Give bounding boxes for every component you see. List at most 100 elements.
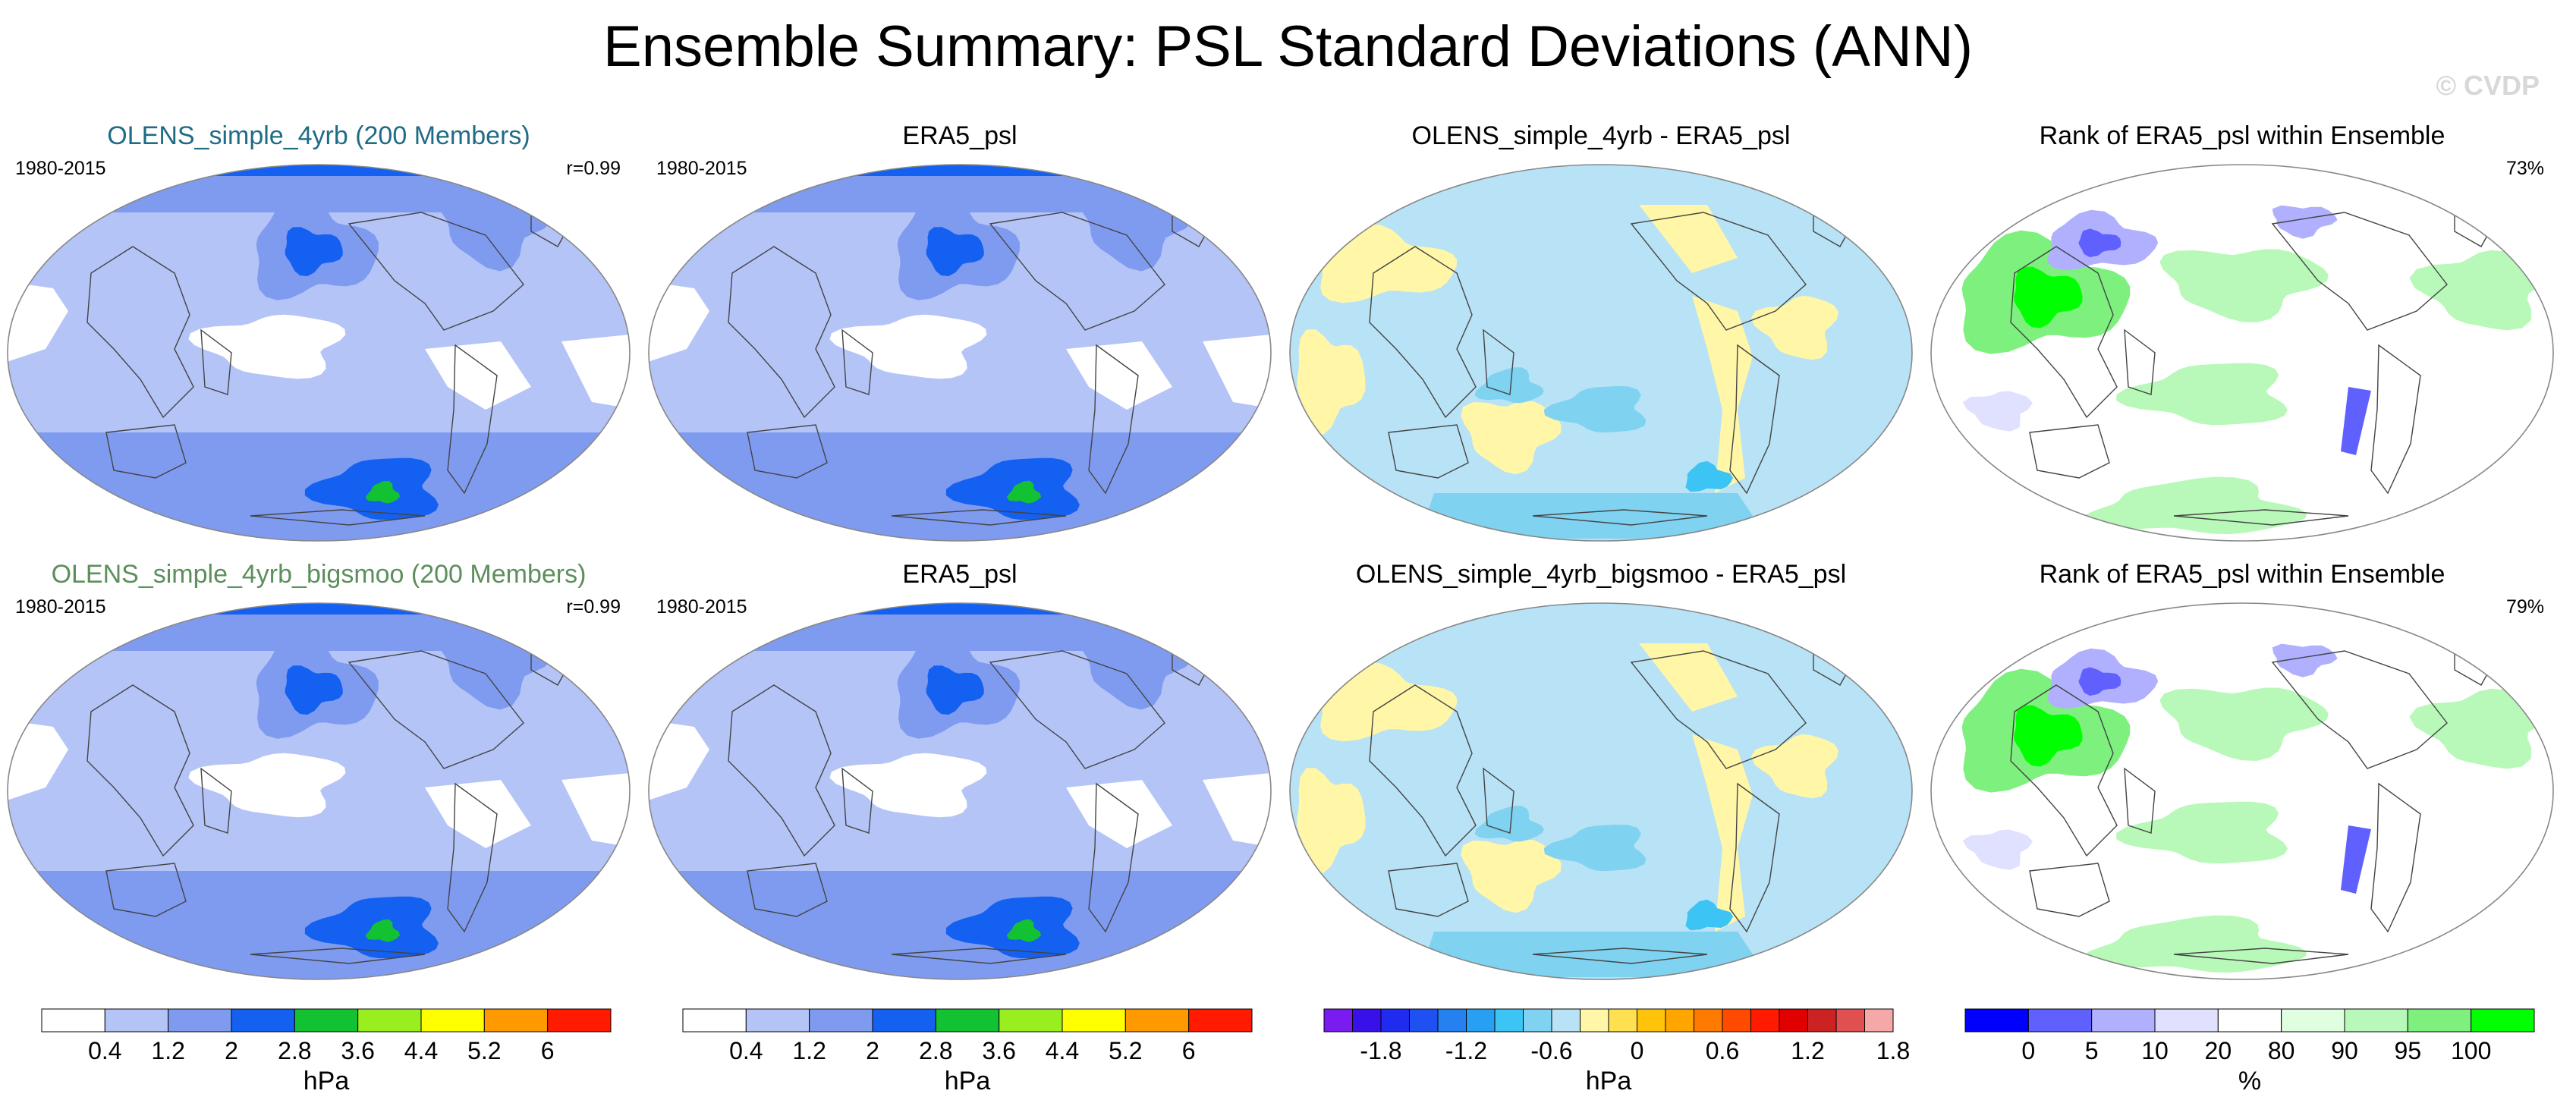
colorbar-svg: 0 5 10 20 80 90 95 100% [1964,1008,2535,1095]
colorbar-swatch [1551,1008,1581,1033]
colorbar-swatch [1188,1008,1253,1033]
colorbar-tick-label: 3.6 [982,1037,1015,1064]
colorbar-unit-label: hPa [945,1067,991,1095]
panel-title: ERA5_psl [902,121,1018,150]
colorbar-swatch [2471,1008,2535,1033]
colorbar-swatch [1062,1008,1126,1033]
colorbar-swatch [1523,1008,1552,1033]
colorbar-swatch [1779,1008,1808,1033]
colorbar-tick-label: 5.2 [467,1037,501,1064]
colorbar-tick-label: 95 [2395,1037,2422,1064]
colorbar-tick-label: 0.4 [88,1037,121,1064]
colorbar-swatch [1722,1008,1751,1033]
colorbar-swatch [41,1008,105,1033]
panel-title: ERA5_psl [902,560,1018,589]
panel-period: 1980-2015 [656,596,747,618]
panel-period: 1980-2015 [15,596,106,618]
colorbar-swatch [2344,1008,2408,1033]
colorbar-tick-label: 0.4 [729,1037,763,1064]
cvdp-watermark: © CVDP [2436,70,2540,101]
panel-title: OLENS_simple_4yrb - ERA5_psl [1411,121,1791,150]
map-panel-8: Rank of ERA5_psl within Ensemble 79% [1923,560,2561,989]
colorbar-swatch [420,1008,485,1033]
world-map [648,164,1272,542]
colorbar-tick-label: 6 [541,1037,555,1064]
colorbar-swatch [1637,1008,1666,1033]
colorbar-swatch [2091,1008,2156,1033]
colorbar-svg: 0.4 1.2 2 2.8 3.6 4.4 5.2 6 hPa [41,1008,612,1095]
colorbar-unit-label: hPa [1586,1067,1632,1095]
colorbar-svg: 0.4 1.2 2 2.8 3.6 4.4 5.2 6 hPa [682,1008,1253,1095]
colorbar-tick-label: 1.2 [1791,1037,1824,1064]
world-map [1289,602,1913,980]
colorbar-tick-label: 1.8 [1876,1037,1910,1064]
colorbar-swatch [2154,1008,2219,1033]
colorbar-swatch [1580,1008,1609,1033]
panel-correlation: r=0.99 [566,596,621,618]
colorbar-swatch [1608,1008,1637,1033]
colorbar-swatch [872,1008,936,1033]
panel-title: OLENS_simple_4yrb_bigsmoo (200 Members) [51,560,587,589]
map-field [1931,603,2553,979]
map-panel-4: Rank of ERA5_psl within Ensemble 73% [1923,121,2561,550]
map-panel-1: OLENS_simple_4yrb (200 Members) 1980-201… [0,121,637,550]
panel-rank-percent: 73% [2505,158,2544,179]
colorbar-swatch [357,1008,422,1033]
panel-correlation: r=0.99 [566,158,621,179]
world-map [1930,602,2554,980]
colorbar-swatch [231,1008,295,1033]
colorbar-3: -1.8 -1.2 -0.6 0 0.6 1.2 1.8 hPa [1323,1008,1910,1115]
panel-period: 1980-2015 [15,158,106,179]
map-field [1931,165,2553,541]
colorbar-swatch [168,1008,232,1033]
panel-title: Rank of ERA5_psl within Ensemble [2039,121,2445,150]
colorbar-swatch [1466,1008,1496,1033]
world-map [648,602,1272,980]
colorbar-swatch [1323,1008,1353,1033]
world-map [1930,164,2554,542]
colorbar-swatch [1380,1008,1410,1033]
colorbar-swatch [294,1008,359,1033]
colorbar-tick-label: 6 [1182,1037,1196,1064]
colorbar-swatch [999,1008,1063,1033]
panel-title: OLENS_simple_4yrb (200 Members) [107,121,530,150]
colorbar-tick-label: 5.2 [1109,1037,1142,1064]
colorbar-tick-label: 80 [2268,1037,2295,1064]
colorbar-swatch [2217,1008,2282,1033]
colorbar-tick-label: 5 [2085,1037,2099,1064]
colorbar-tick-label: 2.8 [919,1037,952,1064]
colorbar-swatch [1665,1008,1694,1033]
panel-period: 1980-2015 [656,158,747,179]
map-field [8,603,630,979]
colorbar-2: 0.4 1.2 2 2.8 3.6 4.4 5.2 6 hPa [682,1008,1260,1115]
map-field [649,165,1271,541]
map-panel-7: OLENS_simple_4yrb_bigsmoo - ERA5_psl [1282,560,1920,989]
colorbar-swatch [1409,1008,1439,1033]
world-map [1289,164,1913,542]
colorbar-tick-label: 100 [2451,1037,2491,1064]
map-field [1290,165,1912,541]
colorbar-tick-label: 1.2 [151,1037,184,1064]
colorbar-tick-label: 4.4 [404,1037,438,1064]
panel-title: OLENS_simple_4yrb_bigsmoo - ERA5_psl [1355,560,1847,589]
map-panel-2: ERA5_psl 1980-2015 [641,121,1279,550]
map-field [1290,603,1912,979]
colorbar-swatch [1864,1008,1894,1033]
map-field [649,603,1271,979]
colorbar-unit-label: % [2238,1067,2261,1095]
colorbar-tick-label: 0.6 [1706,1037,1739,1064]
map-panel-3: OLENS_simple_4yrb - ERA5_psl [1282,121,1920,550]
world-map [7,164,631,542]
colorbar-swatch [682,1008,747,1033]
colorbar-tick-label: 0 [2021,1037,2035,1064]
colorbar-swatch [104,1008,169,1033]
colorbar-tick-label: 20 [2205,1037,2232,1064]
colorbar-tick-label: 90 [2331,1037,2358,1064]
colorbar-swatch [935,1008,1000,1033]
colorbar-swatch [1694,1008,1723,1033]
map-panel-5: OLENS_simple_4yrb_bigsmoo (200 Members) … [0,560,637,989]
colorbar-swatch [745,1008,810,1033]
map-field [8,165,630,541]
colorbar-swatch [1807,1008,1837,1033]
world-map [7,602,631,980]
